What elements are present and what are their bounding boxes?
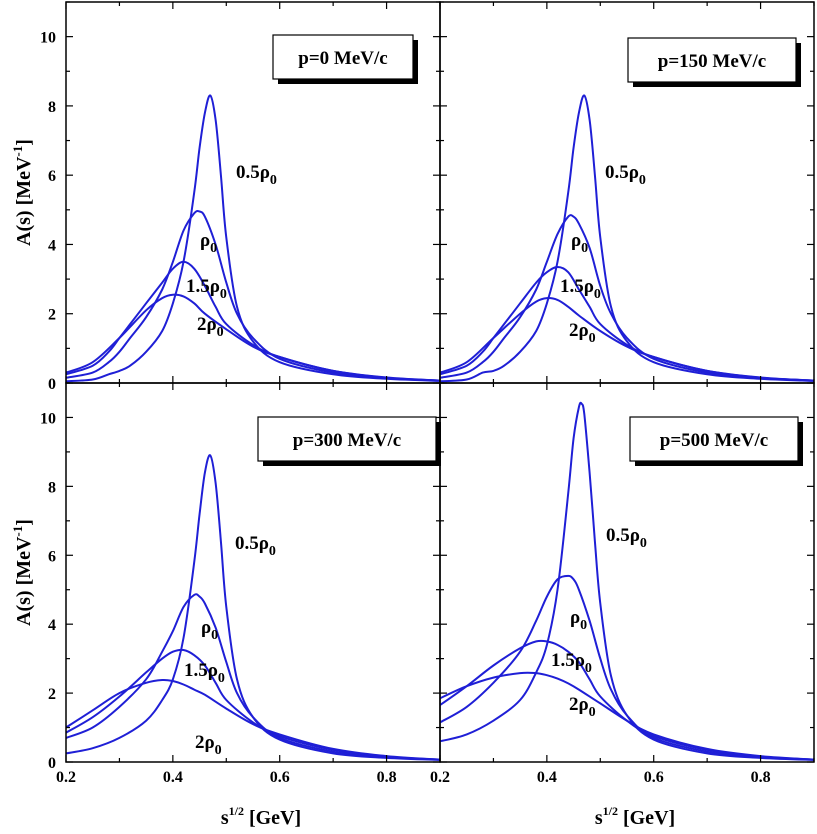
- plot-frame: [439, 382, 815, 763]
- chart-panel-1: 0 2 4 6 8 10 A(s) [MeV-1] p=0 MeV/c 0.5ρ0 ρ0 1.5ρ0…: [10, 1, 441, 393]
- y-tick-label: 4: [48, 617, 56, 634]
- curve-label-0: ρ0: [570, 607, 587, 633]
- x-axis-label: s1/2 [GeV]: [595, 804, 675, 829]
- series-line-1.50-panel-1: [66, 260, 440, 382]
- curve-label-0.50: 0.5ρ0: [606, 525, 647, 551]
- series-line-1.50-panel-2: [440, 265, 814, 382]
- panel-title: p=500 MeV/c: [660, 430, 768, 451]
- x-tick-label: 0.2: [56, 769, 76, 786]
- x-tick-label: 0.2: [430, 769, 450, 786]
- y-tick-label: 6: [48, 548, 56, 565]
- series-line-20-panel-3: [66, 678, 440, 761]
- series-line-0.50-panel-1: [66, 94, 440, 383]
- series-line-0.50-panel-2: [440, 94, 814, 383]
- x-tick-label: 0.8: [377, 769, 397, 786]
- y-tick-label: 8: [48, 479, 56, 496]
- series-line-1.50-panel-4: [440, 639, 814, 761]
- y-tick-label: 2: [48, 307, 56, 324]
- chart-panel-4: 0.2 0.4 0.6 0.8 s1/2 [GeV] p=500 MeV/c 0.5ρ0 ρ0…: [430, 382, 815, 829]
- y-tick-label: 4: [48, 237, 56, 254]
- curve-label-0.50: 0.5ρ0: [605, 162, 646, 188]
- y-axis-label: A(s) [MeV-1]: [10, 519, 35, 626]
- curve-label-1.50: 1.5ρ0: [184, 660, 225, 686]
- curve-label-20: 2ρ0: [569, 694, 596, 720]
- chart-panel-3: 0 2 4 6 8 10 A(s) [MeV-1] 0.2 0.4 0.6 0.8 s1/2 [GeV…: [10, 382, 441, 829]
- series-line-0-panel-4: [440, 574, 814, 761]
- series-line-0-panel-2: [440, 214, 814, 382]
- curve-label-1.50: 1.5ρ0: [551, 650, 592, 676]
- curve-label-1.50: 1.5ρ0: [560, 276, 601, 302]
- title-box: [272, 34, 414, 80]
- x-tick-label: 0.8: [751, 769, 771, 786]
- y-tick-label: 10: [40, 30, 56, 47]
- curve-label-0: ρ0: [200, 230, 217, 256]
- series-line-20-panel-1: [66, 293, 440, 382]
- series-line-0.50-panel-4: [440, 401, 814, 761]
- x-tick-label: 0.4: [163, 769, 183, 786]
- series-line-0.50-panel-3: [66, 454, 440, 761]
- x-tick-label: 0.4: [537, 769, 557, 786]
- y-tick-label: 2: [48, 686, 56, 703]
- y-tick-label: 6: [48, 168, 56, 185]
- curve-label-1.50: 1.5ρ0: [186, 276, 227, 302]
- title-box: [257, 416, 437, 462]
- series-line-20-panel-4: [440, 671, 814, 761]
- series-line-0-panel-3: [66, 593, 440, 761]
- curve-label-0.50: 0.5ρ0: [235, 533, 276, 559]
- series-line-20-panel-2: [440, 297, 814, 382]
- x-tick-label: 0.6: [644, 769, 664, 786]
- curve-label-0.50: 0.5ρ0: [236, 162, 277, 188]
- curve-label-20: 2ρ0: [195, 732, 222, 758]
- curve-label-20: 2ρ0: [197, 314, 224, 340]
- series-line-0-panel-1: [66, 210, 440, 382]
- y-tick-label: 10: [40, 410, 56, 427]
- title-box: [627, 37, 797, 83]
- curve-label-0: ρ0: [201, 617, 218, 643]
- panel-title: p=150 MeV/c: [658, 51, 766, 72]
- x-axis-label: s1/2 [GeV]: [221, 804, 301, 829]
- y-tick-label: 0: [48, 376, 56, 393]
- curve-label-0: ρ0: [571, 230, 588, 256]
- curve-label-20: 2ρ0: [569, 320, 596, 346]
- panel-title: p=300 MeV/c: [293, 430, 401, 451]
- chart-panel-2: p=150 MeV/c 0.5ρ0 ρ0 1.5ρ0 2ρ0: [439, 1, 815, 384]
- series-line-1.50-panel-3: [66, 648, 440, 761]
- panel-title: p=0 MeV/c: [298, 48, 387, 69]
- y-tick-label: 8: [48, 99, 56, 116]
- x-tick-label: 0.6: [270, 769, 290, 786]
- title-box: [629, 416, 799, 462]
- y-axis-label: A(s) [MeV-1]: [10, 139, 35, 246]
- y-tick-label: 0: [48, 755, 56, 772]
